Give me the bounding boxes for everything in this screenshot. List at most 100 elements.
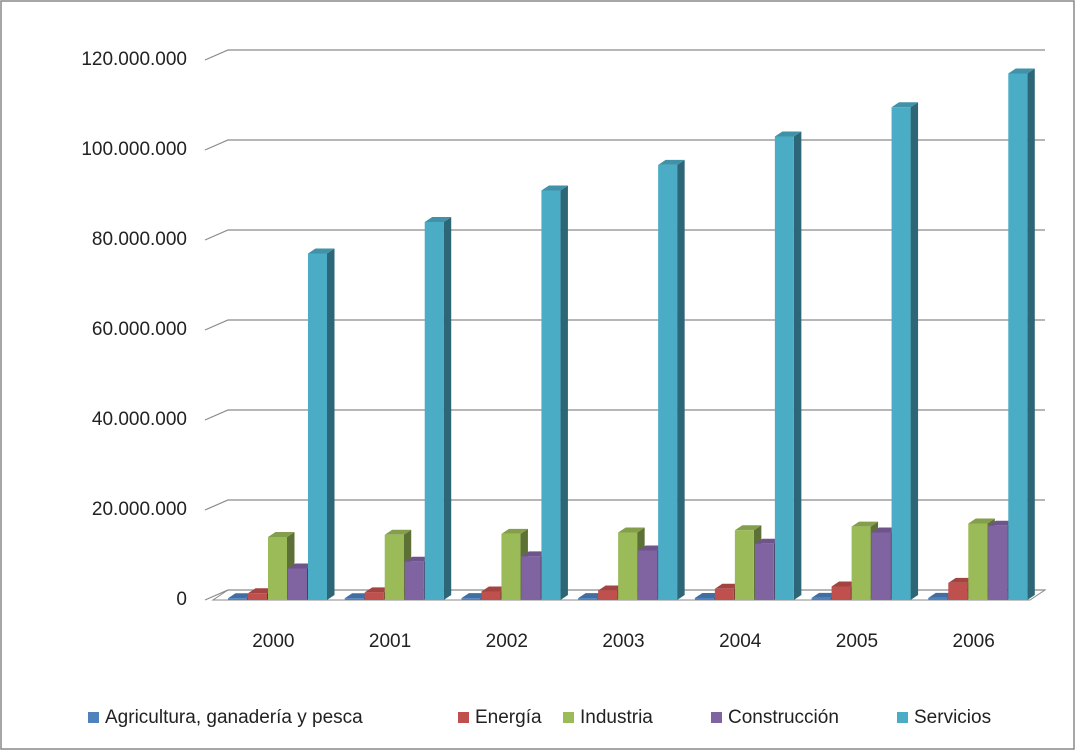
bar-face [831,586,851,600]
bar-face [811,597,831,600]
bar-face [891,107,911,600]
bar-face [327,248,335,600]
bar-face [228,598,247,600]
grid-line [204,229,1045,241]
legend-label: Servicios [914,707,991,728]
bar-face [1008,73,1028,600]
y-tick-label: 100.000.000 [81,139,187,160]
bar-face [831,581,859,587]
bar-face [521,556,541,600]
grid-line [204,409,1045,421]
bar-face [598,590,618,600]
grid-line [204,319,1045,331]
bar-face [658,159,685,165]
bar-face [248,593,267,600]
bar-face [288,568,307,600]
bar-face [928,592,955,598]
bar-face [871,527,899,533]
bar [891,102,919,600]
bar [658,159,685,600]
bar-face [598,585,625,591]
bar-face [560,185,568,600]
bar-face [308,248,335,254]
bar-face [618,532,638,600]
bar-face [871,532,891,600]
bar-face [618,527,645,533]
legend-swatch [88,712,99,723]
bar-face [521,551,548,557]
legend-swatch [563,712,574,723]
legend-label: Industria [580,707,653,728]
bar-face [288,563,315,569]
bar-face [734,525,762,531]
bar-face [948,577,975,583]
bar-face [344,593,372,599]
bar [1008,68,1035,600]
bar-face [268,532,295,537]
grid-line [204,49,1045,61]
legend-label: Energía [475,707,542,728]
bar-face [308,253,327,600]
bar-face [988,525,1008,600]
bar-face [694,592,722,598]
x-tick-label: 2002 [486,631,528,652]
legend-swatch [711,712,722,723]
y-tick-label: 60.000.000 [92,319,187,340]
bar-face [501,528,528,534]
bar [541,185,568,600]
bar-face [404,561,424,600]
bar-face [910,102,919,600]
bar-face [968,518,995,524]
x-tick-label: 2004 [719,631,762,652]
bar-face [424,222,444,600]
grid-line [204,499,1045,511]
x-tick-label: 2006 [953,631,995,652]
bar-face [578,593,605,599]
bar-face [851,526,871,600]
bar-face [541,190,561,600]
bar-face [384,529,412,535]
bar-face [734,530,754,600]
bar-face [481,591,501,600]
bar [424,217,452,600]
x-tick-label: 2000 [252,631,294,652]
bar-face [268,537,287,600]
bar-face [968,523,988,600]
grid-line [204,139,1045,151]
bar-face [364,592,384,600]
legend-swatch [458,712,469,723]
bar-face [714,588,734,600]
bar-face [248,588,275,594]
bar-face [501,533,521,600]
bar-face [694,597,714,600]
bar-face [578,598,598,600]
legend-label: Construcción [728,707,839,728]
y-tick-label: 120.000.000 [81,49,187,70]
bar-face [948,582,968,600]
bar-face [461,598,481,600]
bar-face [891,102,919,108]
bar-face [461,593,488,599]
bar-face [364,587,392,593]
bar-face [541,185,568,191]
bar-face [344,598,364,600]
bar-face [638,545,665,551]
y-tick-label: 0 [176,589,187,610]
bar-face [658,164,678,600]
bar-face [677,159,685,600]
bar-face [774,131,802,137]
bar [774,131,802,600]
y-tick-label: 80.000.000 [92,229,187,250]
y-tick-label: 20.000.000 [92,499,187,520]
bar-face [714,583,742,589]
bar-face [811,592,839,598]
bar-face [384,534,404,600]
bar [308,248,335,600]
x-tick-label: 2001 [369,631,411,652]
bar-face [754,538,782,544]
bar-face [1027,68,1035,600]
bar-face [774,136,794,600]
x-tick-label: 2003 [602,631,644,652]
bar-face [793,131,802,600]
